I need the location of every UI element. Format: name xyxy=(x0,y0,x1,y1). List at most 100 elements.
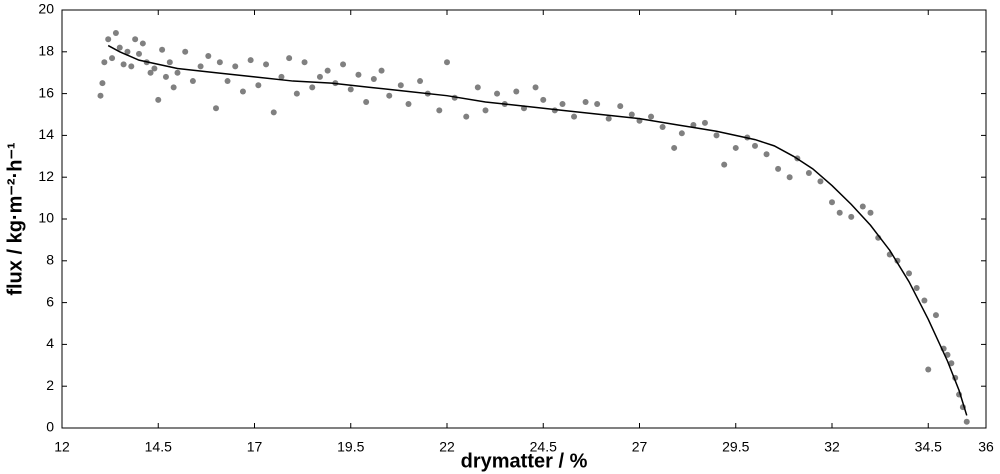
scatter-point xyxy=(386,92,393,99)
scatter-point xyxy=(97,92,104,99)
scatter-point xyxy=(436,107,443,114)
y-axis-label: flux / kg·m⁻²·h⁻¹ xyxy=(4,142,26,296)
y-tick-label: 2 xyxy=(46,377,54,393)
scatter-point xyxy=(340,61,347,68)
scatter-point xyxy=(786,174,793,181)
scatter-point xyxy=(170,84,177,91)
scatter-point xyxy=(182,48,189,55)
scatter-point xyxy=(124,48,131,55)
scatter-point xyxy=(775,165,782,172)
scatter-point xyxy=(617,103,624,110)
scatter-point xyxy=(239,88,246,95)
scatter-point xyxy=(316,73,323,80)
scatter-point xyxy=(752,142,758,149)
scatter-point xyxy=(355,71,362,78)
fit-line xyxy=(107,44,968,416)
scatter-point xyxy=(151,65,158,72)
y-tick-label: 8 xyxy=(46,252,54,268)
scatter-point xyxy=(963,418,970,425)
scatter-point xyxy=(690,121,697,128)
x-tick-label: 36 xyxy=(978,439,994,455)
scatter-point xyxy=(921,297,928,304)
scatter-point xyxy=(513,88,520,95)
scatter-point xyxy=(232,63,239,70)
scatter-point xyxy=(582,98,589,105)
scatter-point xyxy=(671,144,678,151)
scatter-point xyxy=(474,84,481,91)
scatter-point xyxy=(370,75,377,82)
scatter-point xyxy=(224,78,231,85)
scatter-point xyxy=(482,107,489,114)
scatter-point xyxy=(166,59,173,66)
scatter-point xyxy=(540,96,547,103)
scatter-point xyxy=(594,101,601,108)
scatter-point xyxy=(659,124,666,131)
scatter-point xyxy=(605,115,612,122)
scatter-point xyxy=(286,55,293,62)
scatter-point xyxy=(162,73,169,80)
scatter-point xyxy=(99,80,106,87)
scatter-point xyxy=(805,170,812,177)
x-tick-label: 17 xyxy=(247,439,263,455)
scatter-point xyxy=(136,50,142,57)
scatter-point xyxy=(397,82,404,89)
x-tick-label: 34.5 xyxy=(915,439,942,455)
scatter-point xyxy=(417,78,424,85)
scatter-point xyxy=(948,360,955,367)
scatter-point xyxy=(278,73,285,80)
scatter-point xyxy=(116,44,123,51)
scatter-point xyxy=(197,63,204,70)
plot-frame xyxy=(61,9,987,429)
y-tick-label: 18 xyxy=(38,43,54,59)
scatter-point xyxy=(263,61,270,68)
scatter-point xyxy=(913,284,920,291)
scatter-point xyxy=(836,209,843,216)
y-tick-label: 4 xyxy=(46,335,54,351)
scatter-point xyxy=(109,55,116,62)
scatter-point xyxy=(189,78,196,85)
scatter-point xyxy=(112,29,119,36)
scatter-point xyxy=(859,203,866,210)
scatter-point xyxy=(678,130,685,137)
scatter-point xyxy=(293,90,300,97)
scatter-point xyxy=(444,59,450,66)
x-tick-label: 22 xyxy=(439,439,455,455)
scatter-point xyxy=(378,67,385,74)
scatter-point xyxy=(147,69,154,76)
x-tick-label: 19.5 xyxy=(337,439,364,455)
scatter-point xyxy=(105,36,112,43)
scatter-point xyxy=(132,36,139,43)
scatter-point xyxy=(174,69,181,76)
scatter-point xyxy=(139,40,146,47)
y-tick-label: 0 xyxy=(46,419,54,435)
scatter-point xyxy=(463,113,470,120)
x-tick-label: 29.5 xyxy=(722,439,749,455)
scatter-point xyxy=(817,178,824,185)
scatter-point xyxy=(255,82,262,89)
scatter-point xyxy=(532,84,539,91)
scatter-point xyxy=(648,113,655,120)
scatter-point xyxy=(848,213,855,220)
x-tick-label: 14.5 xyxy=(145,439,172,455)
scatter-point xyxy=(205,52,212,59)
scatter-point xyxy=(216,59,223,66)
y-tick-label: 10 xyxy=(38,210,54,226)
scatter-point xyxy=(906,270,912,277)
scatter-point xyxy=(301,59,308,66)
scatter-point xyxy=(732,144,739,151)
y-tick-label: 12 xyxy=(38,168,54,184)
scatter-point xyxy=(932,312,939,319)
scatter-point xyxy=(363,98,370,105)
x-axis-label: drymatter / % xyxy=(461,450,588,472)
x-tick-label: 12 xyxy=(54,439,70,455)
x-tick-label: 27 xyxy=(632,439,648,455)
scatter-point xyxy=(721,161,728,168)
y-tick-label: 6 xyxy=(46,293,54,309)
y-tick-label: 14 xyxy=(38,126,54,142)
scatter-point xyxy=(101,59,108,66)
scatter-point xyxy=(405,101,412,108)
scatter-point xyxy=(128,63,135,70)
scatter-point xyxy=(159,46,166,53)
